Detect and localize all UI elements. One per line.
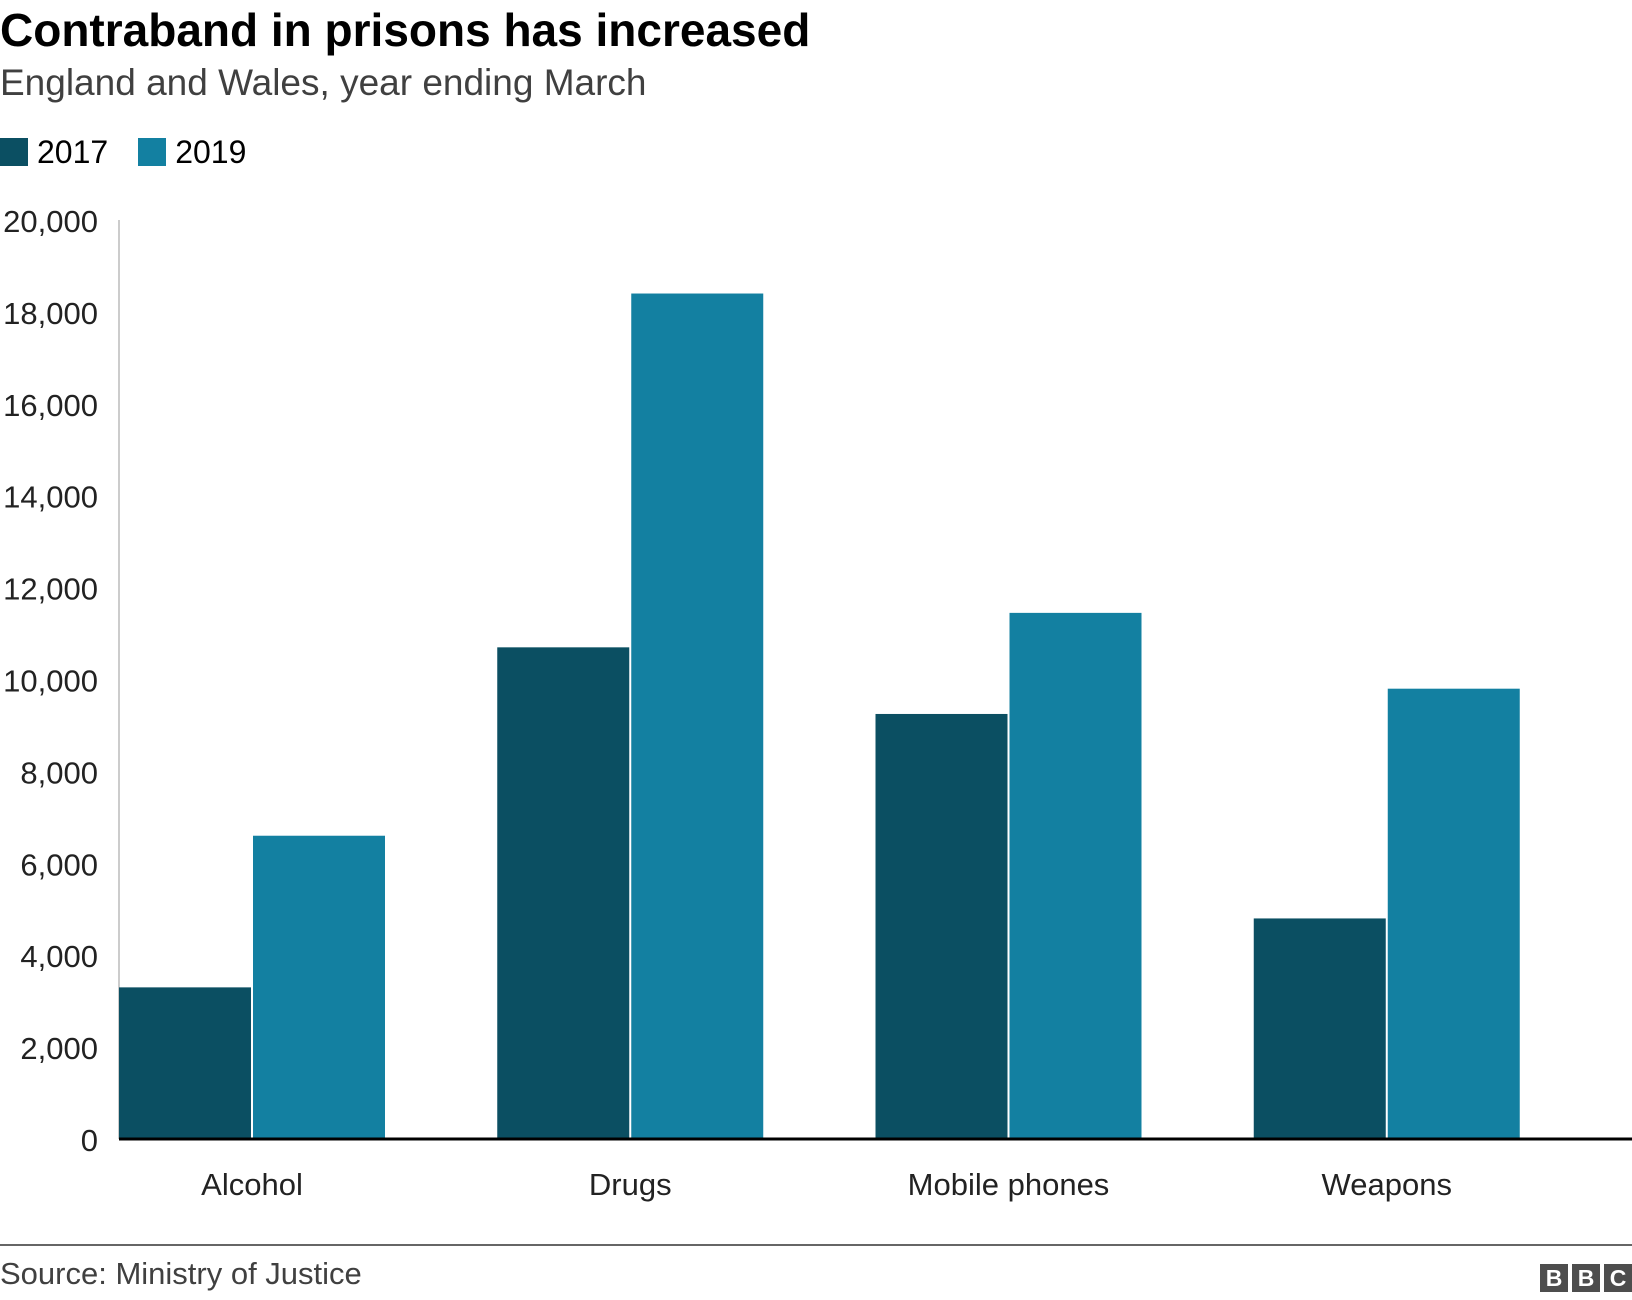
bar-2019-alcohol xyxy=(253,835,385,1139)
y-tick-label: 20,000 xyxy=(3,204,98,239)
bar-2019-weapons xyxy=(1387,688,1520,1139)
bar-2019-drugs xyxy=(631,293,764,1139)
x-tick-label: Alcohol xyxy=(201,1167,303,1202)
bar-2017-mobile-phones xyxy=(875,713,1008,1139)
x-tick-label: Mobile phones xyxy=(908,1167,1110,1202)
y-tick-label: 2,000 xyxy=(20,1031,98,1066)
legend: 2017 2019 xyxy=(0,136,276,168)
bar-2017-weapons xyxy=(1253,918,1386,1139)
y-tick-label: 10,000 xyxy=(3,664,98,699)
logo-block: B xyxy=(1572,1264,1600,1292)
source-note: Source: Ministry of Justice xyxy=(0,1256,362,1291)
bar-chart: 0 2,000 4,000 6,000 8,000 10,000 12,000 14,000 1… xyxy=(3,204,1632,1202)
x-tick-label: Weapons xyxy=(1322,1167,1452,1202)
chart-subtitle: England and Wales, year ending March xyxy=(0,62,647,103)
bbc-logo: B B C xyxy=(1536,1264,1632,1292)
legend-swatch-2019 xyxy=(138,138,167,166)
bar-2019-mobile-phones xyxy=(1009,612,1142,1139)
x-tick-label: Drugs xyxy=(589,1167,672,1202)
y-tick-label: 16,000 xyxy=(3,388,98,423)
footer-divider xyxy=(0,1244,1632,1246)
chart-title: Contraband in prisons has increased xyxy=(0,4,811,56)
legend-label-2017: 2017 xyxy=(37,134,109,170)
y-tick-label: 8,000 xyxy=(20,755,98,790)
legend-swatch-2017 xyxy=(0,138,28,166)
y-tick-label: 14,000 xyxy=(3,480,98,515)
y-tick-label: 18,000 xyxy=(3,296,98,331)
y-tick-label: 6,000 xyxy=(20,847,98,882)
legend-label-2019: 2019 xyxy=(175,134,247,170)
legend-item-2019: 2019 xyxy=(138,136,246,168)
y-tick-label: 0 xyxy=(81,1123,98,1158)
y-tick-label: 4,000 xyxy=(20,939,98,974)
bar-2017-drugs xyxy=(497,647,630,1139)
legend-item-2017: 2017 xyxy=(0,136,108,168)
y-tick-label: 12,000 xyxy=(3,572,98,607)
bar-2017-alcohol xyxy=(119,987,251,1139)
logo-block: B xyxy=(1540,1264,1568,1292)
logo-block: C xyxy=(1604,1264,1632,1292)
